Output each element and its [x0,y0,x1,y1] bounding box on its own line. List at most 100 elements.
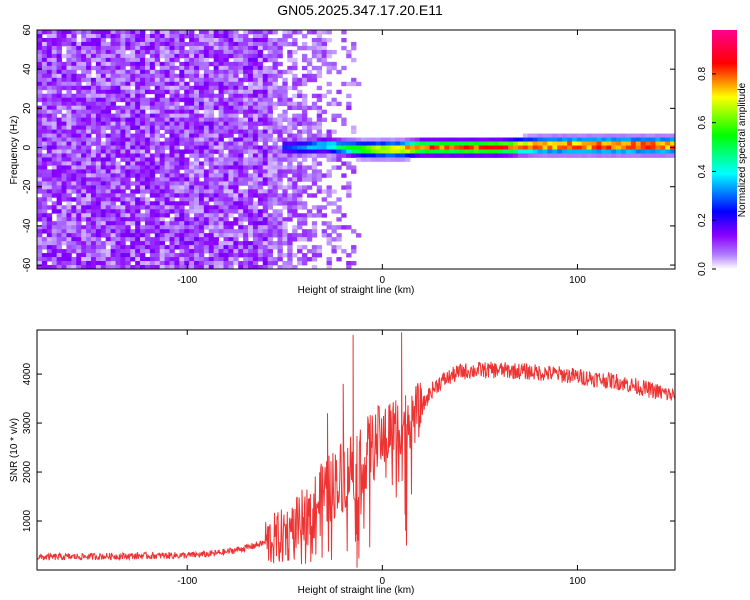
heatmap-cell [61,129,67,134]
heatmap-cell [144,57,151,63]
heatmap-cell [120,93,126,99]
heatmap-cell [169,245,175,250]
heatmap-cell [194,61,200,67]
heatmap-cell [390,141,396,146]
heatmap-cell [125,201,131,206]
heatmap-cell [409,145,416,150]
heatmap-cell [287,185,293,190]
heatmap-cell [306,165,313,170]
heatmap-cell [37,233,43,238]
heatmap-cell [257,265,264,269]
heatmap-cell [243,37,249,43]
heatmap-cell [51,145,58,150]
heatmap-cell [189,117,195,123]
heatmap-cell [81,141,87,146]
heatmap-cell [105,185,112,190]
heatmap-cell [277,173,283,178]
heatmap-cell [302,113,308,119]
heatmap-cell [184,57,190,63]
heatmap-cell [71,185,77,190]
heatmap-cell [184,213,190,218]
heatmap-cell [66,41,72,47]
heatmap-cell [336,257,342,262]
colorbar-tick-label: 0.6 [697,115,708,129]
heatmap-cell [164,245,170,250]
heatmap-cell [81,209,87,214]
heatmap-cell [194,121,200,126]
heatmap-cell [194,261,200,266]
heatmap-cell [218,81,224,87]
heatmap-cell [169,233,175,238]
heatmap-cell [228,233,234,238]
heatmap-cell [100,161,107,166]
heatmap-cell [120,49,126,55]
heatmap-cell [56,105,62,111]
heatmap-cell [223,221,229,226]
heatmap-cell [120,177,126,182]
heatmap-cell [179,137,185,142]
heatmap-cell [105,117,112,123]
heatmap-cell [252,193,259,198]
heatmap-cell [198,97,205,103]
heatmap-cell [100,229,107,234]
heatmap-cell [198,209,205,214]
heatmap-cell [86,149,92,154]
heatmap-cell [144,125,151,130]
heatmap-cell [277,85,283,91]
heatmap-cell [223,33,229,39]
spectrogram-x-tick-label: 100 [569,275,586,286]
heatmap-cell [257,133,264,138]
heatmap-cell [184,73,190,79]
heatmap-cell [208,265,215,269]
heatmap-cell [630,133,637,138]
heatmap-cell [66,173,72,178]
heatmap-cell [130,149,136,154]
heatmap-cell [208,61,215,67]
heatmap-cell [115,89,121,95]
heatmap-cell [81,45,87,51]
heatmap-cell [130,257,136,262]
heatmap-cell [297,149,303,154]
heatmap-cell [56,257,62,262]
heatmap-cell [248,65,254,71]
heatmap-cell [287,153,293,158]
heatmap-cell [66,157,72,162]
heatmap-cell [316,177,323,182]
heatmap-cell [179,77,185,83]
heatmap-cell [203,69,210,75]
heatmap-cell [218,117,224,123]
heatmap-cell [81,169,87,174]
heatmap-cell [120,37,126,43]
heatmap-cell [611,153,617,158]
heatmap-cell [557,141,563,146]
heatmap-cell [144,229,151,234]
heatmap-cell [154,33,161,39]
heatmap-cell [56,261,62,266]
heatmap-cell [267,57,273,63]
heatmap-cell [125,89,131,95]
heatmap-cell [144,265,151,269]
heatmap-cell [194,249,200,254]
heatmap-cell [483,137,489,142]
heatmap-cell [488,153,494,158]
heatmap-cell [233,173,239,178]
heatmap-cell [272,201,278,206]
heatmap-cell [625,141,632,146]
heatmap-cell [179,113,185,119]
heatmap-cell [105,89,112,95]
heatmap-cell [179,165,185,170]
heatmap-cell [120,209,126,214]
heatmap-cell [76,197,82,202]
heatmap-cell [76,57,82,63]
heatmap-cell [76,173,82,178]
heatmap-cell [71,77,77,83]
heatmap-cell [164,121,170,126]
heatmap-cell [346,189,352,194]
heatmap-cell [194,193,200,198]
heatmap-cell [159,229,165,234]
heatmap-cell [213,69,219,75]
heatmap-cell [277,69,283,75]
heatmap-cell [252,153,259,158]
heatmap-cell [71,205,77,210]
heatmap-cell [179,233,185,238]
